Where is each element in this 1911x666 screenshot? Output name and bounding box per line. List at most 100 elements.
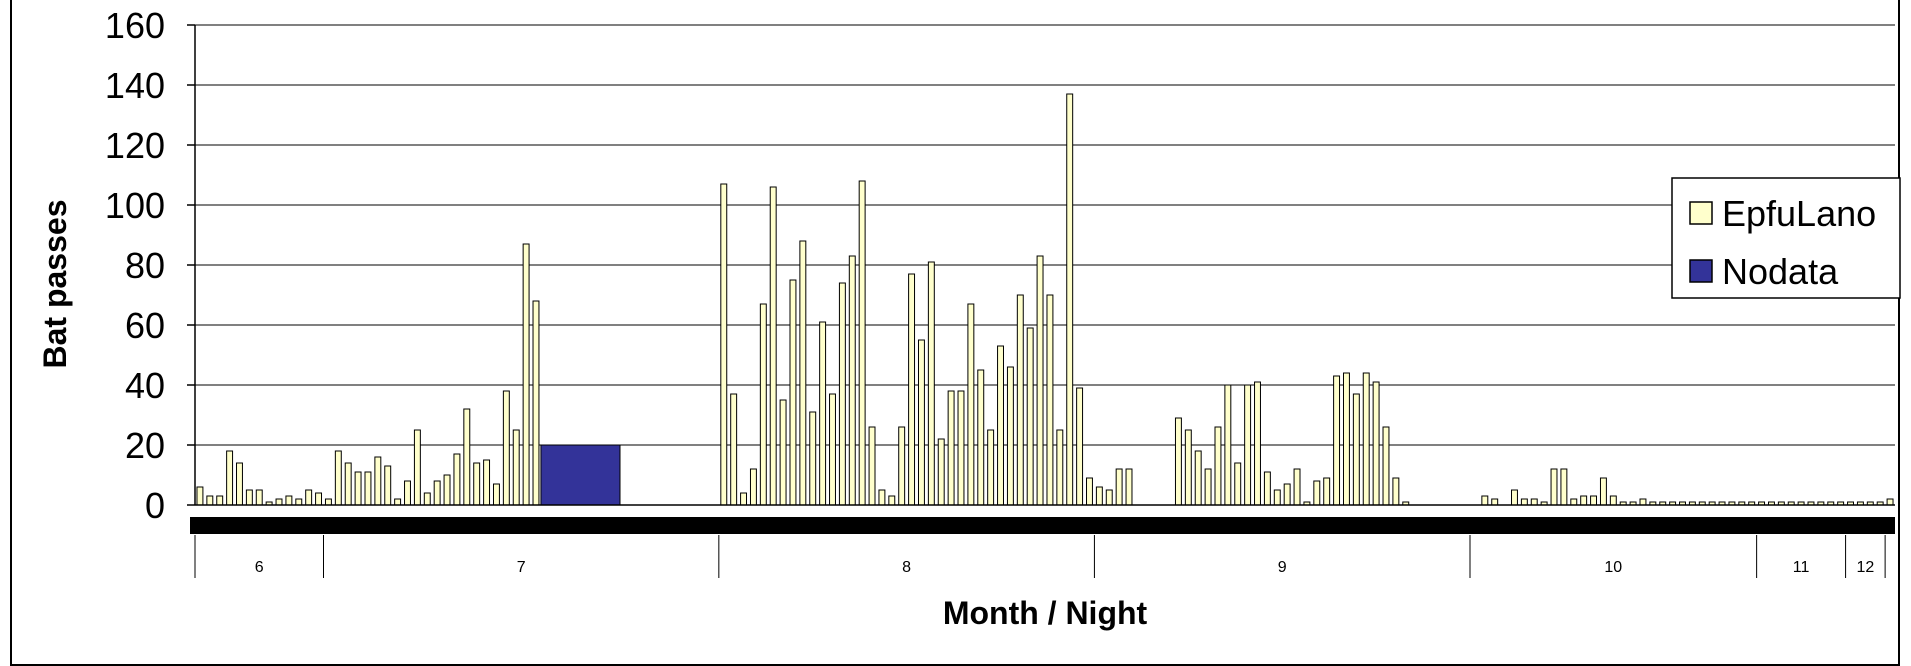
- bar-epfulano: [315, 492, 323, 506]
- bar-epfulano: [364, 471, 372, 506]
- bar-epfulano: [512, 429, 520, 506]
- chart-frame: [10, 0, 1900, 666]
- bar-epfulano: [384, 465, 392, 506]
- bar-epfulano: [413, 429, 421, 506]
- y-tick-labels: 0 20 40 60 80 100 120 140 160: [105, 5, 165, 526]
- bar-epfulano: [957, 390, 965, 506]
- bar-epfulano: [394, 498, 402, 506]
- bar-epfulano: [1273, 489, 1281, 506]
- x-tick-label-band: [190, 517, 1895, 534]
- bar-epfulano: [226, 450, 234, 506]
- y-tick-label: 0: [145, 485, 165, 526]
- bar-epfulano: [740, 492, 748, 506]
- bar-epfulano: [1086, 477, 1093, 506]
- bar-epfulano: [838, 282, 846, 506]
- month-label: 10: [1604, 559, 1622, 576]
- bar-epfulano: [799, 240, 807, 506]
- bar-epfulano: [1886, 498, 1894, 506]
- bar-epfulano: [898, 426, 906, 506]
- bar-epfulano: [1125, 468, 1133, 506]
- axes: [190, 25, 1895, 534]
- bar-epfulano: [977, 369, 985, 506]
- bar-epfulano: [483, 459, 491, 506]
- bar-epfulano: [206, 495, 214, 506]
- bar-epfulano: [730, 393, 738, 506]
- bar-epfulano: [1056, 429, 1064, 506]
- month-labels: 6 7 8 9 10 11 12: [194, 535, 1886, 578]
- legend-label-epfulano: EpfuLano: [1722, 193, 1876, 234]
- bar-epfulano: [443, 474, 451, 506]
- bar-epfulano: [334, 450, 342, 506]
- bar-epfulano: [275, 498, 283, 506]
- month-label: 6: [255, 559, 264, 576]
- bar-epfulano: [473, 462, 481, 506]
- bar-epfulano: [1283, 483, 1291, 506]
- bar-epfulano: [1333, 375, 1341, 506]
- bar-epfulano: [1570, 498, 1578, 506]
- bar-epfulano: [1352, 393, 1360, 506]
- bar-epfulano: [1372, 381, 1380, 506]
- bar-epfulano: [245, 489, 253, 506]
- y-tick-label: 160: [105, 5, 165, 46]
- legend-label-nodata: Nodata: [1722, 251, 1839, 292]
- bar-epfulano: [1491, 498, 1499, 506]
- bar-epfulano: [324, 498, 332, 506]
- bar-epfulano: [1550, 468, 1558, 506]
- bar-epfulano: [1244, 384, 1252, 506]
- bar-epfulano: [216, 495, 224, 506]
- bar-epfulano: [1520, 498, 1528, 506]
- bar-epfulano: [423, 492, 431, 506]
- bar-epfulano: [492, 483, 500, 506]
- bar-epfulano: [1234, 462, 1242, 506]
- bar-epfulano: [908, 273, 916, 506]
- bar-epfulano: [1560, 468, 1568, 506]
- bar-epfulano: [404, 480, 411, 506]
- bar-epfulano: [305, 489, 313, 506]
- bar-epfulano: [532, 300, 540, 506]
- bar-epfulano: [1263, 471, 1271, 506]
- bar-epfulano: [749, 468, 757, 506]
- bar-epfulano: [374, 456, 382, 506]
- bar-epfulano: [987, 429, 995, 506]
- bar-epfulano: [819, 321, 827, 506]
- bar-epfulano: [1006, 366, 1014, 506]
- bar-epfulano: [1609, 495, 1617, 506]
- bar-epfulano: [720, 183, 728, 506]
- bar-epfulano: [1392, 477, 1400, 506]
- y-tick-label: 140: [105, 65, 165, 106]
- bar-epfulano: [1293, 468, 1301, 506]
- month-label: 8: [902, 559, 911, 576]
- bar-epfulano: [1204, 468, 1212, 506]
- bar-epfulano: [1481, 495, 1489, 506]
- bar-epfulano: [354, 471, 362, 506]
- month-label: 11: [1793, 559, 1810, 576]
- x-axis-title: Month / Night: [943, 595, 1148, 631]
- bar-epfulano: [453, 453, 461, 506]
- bar-epfulano: [1639, 498, 1647, 506]
- bar-epfulano: [236, 462, 243, 506]
- bar-epfulano: [1095, 486, 1103, 506]
- bar-epfulano: [1066, 93, 1074, 506]
- bar-epfulano: [196, 486, 204, 506]
- bar-epfulano: [1194, 450, 1202, 506]
- y-tick-label: 40: [125, 365, 165, 406]
- bar-epfulano: [1342, 372, 1350, 506]
- bar-epfulano: [937, 438, 945, 506]
- bar-epfulano: [809, 411, 817, 506]
- bar-epfulano: [1076, 387, 1084, 506]
- bar-epfulano: [285, 495, 293, 506]
- bar-epfulano: [769, 186, 777, 506]
- bar-epfulano: [917, 339, 925, 506]
- bar-epfulano: [947, 390, 955, 506]
- bar-epfulano: [878, 489, 886, 506]
- bar-epfulano: [967, 303, 975, 506]
- bar-epfulano: [1105, 489, 1113, 506]
- y-tick-label: 120: [105, 125, 165, 166]
- legend-swatch-nodata: [1689, 259, 1713, 283]
- bar-epfulano: [433, 480, 441, 506]
- bar-epfulano: [1174, 417, 1182, 506]
- bar-epfulano: [1362, 372, 1370, 506]
- bar-epfulano: [848, 255, 856, 506]
- bar-epfulano: [1323, 477, 1331, 506]
